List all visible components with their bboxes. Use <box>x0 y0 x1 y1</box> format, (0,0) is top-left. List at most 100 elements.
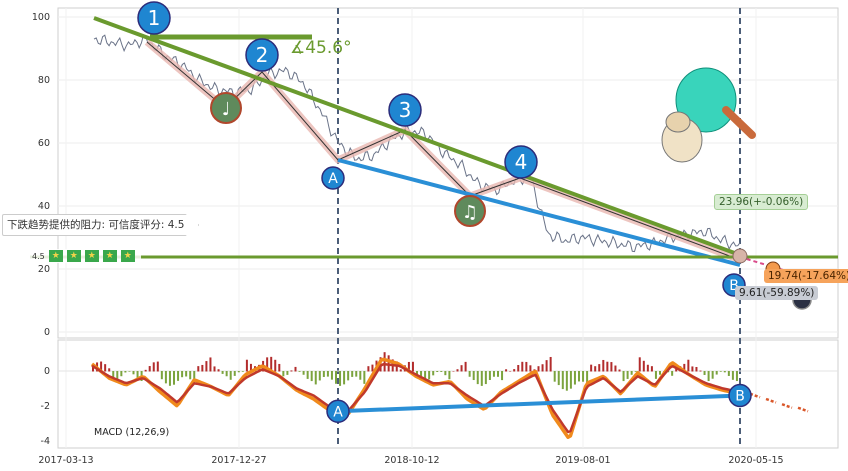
macd-histogram-bar <box>241 371 244 372</box>
x-tick-label: 2017-12-27 <box>211 455 266 466</box>
star-icon: ★ <box>48 250 63 262</box>
macd-histogram-bar <box>209 357 212 372</box>
macd-histogram-bar <box>148 366 151 372</box>
macd-histogram-bar <box>424 371 427 382</box>
macd-histogram-bar <box>436 371 439 373</box>
macd-histogram-bar <box>225 371 228 377</box>
macd-histogram-bar <box>136 371 139 379</box>
macd-title: MACD (12,26,9) <box>94 427 170 438</box>
macd-y-tick-label: 0 <box>44 366 50 377</box>
macd-histogram-bar <box>120 371 123 377</box>
macd-histogram-bar <box>683 363 686 372</box>
fan-icon <box>675 67 737 133</box>
macd-histogram-bar <box>659 371 661 375</box>
rating-value: 4.5 <box>32 251 45 261</box>
y-tick-label: 40 <box>38 201 50 212</box>
x-tick-label: 2019-08-01 <box>555 455 610 466</box>
macd-histogram-bar <box>302 371 305 375</box>
macd-histogram-bar <box>626 371 629 379</box>
macd-histogram-bar <box>497 371 499 377</box>
macd-histogram-bar <box>549 356 552 372</box>
macd-histogram-bar <box>480 371 483 386</box>
macd-histogram-bar <box>290 370 293 372</box>
macd-histogram-bar <box>545 360 548 372</box>
point-marker-label: B <box>729 278 739 294</box>
macd-histogram-bar <box>420 371 423 380</box>
macd-histogram-bar <box>460 365 463 372</box>
macd-histogram-bar <box>654 371 657 379</box>
macd-histogram-bar <box>565 371 568 391</box>
macd-histogram-bar <box>602 359 605 372</box>
macd-histogram-bar <box>723 371 726 373</box>
macd-histogram-bar <box>598 364 601 372</box>
macd-histogram-bar <box>695 366 698 372</box>
macd-histogram-bar <box>687 359 690 372</box>
macd-histogram-bar <box>306 371 309 379</box>
macd-histogram-bar <box>521 361 524 372</box>
macd-histogram-bar <box>517 365 520 372</box>
macd-histogram-bar <box>278 363 281 372</box>
macd-histogram-bar <box>407 361 410 372</box>
macd-histogram-bar <box>699 370 702 372</box>
macd-histogram-bar <box>618 369 621 372</box>
macd-histogram-bar <box>610 362 613 372</box>
macd-histogram-bar <box>529 365 532 372</box>
macd-histogram-bar <box>505 369 508 372</box>
macd-point-label: A <box>333 404 343 420</box>
macd-histogram-bar <box>355 371 358 377</box>
macd-histogram-bar <box>367 366 370 372</box>
dog-head <box>665 111 691 133</box>
macd-histogram-bar <box>266 357 269 372</box>
macd-histogram-bar <box>634 371 637 372</box>
wave-marker <box>388 93 422 127</box>
resistance-trendline <box>93 16 741 257</box>
macd-histogram-bar <box>144 369 147 372</box>
macd-histogram-bar <box>735 371 738 382</box>
macd-histogram-bar <box>330 371 333 380</box>
macd-histogram-bar <box>387 355 390 372</box>
macd-histogram-bar <box>590 364 593 372</box>
macd-histogram-bar <box>428 371 431 380</box>
y-tick-label: 80 <box>38 75 50 86</box>
y-tick-label: 0 <box>44 327 50 338</box>
macd-histogram-bar <box>711 371 714 379</box>
macd-histogram-bar <box>703 371 706 375</box>
macd-histogram-bar <box>112 371 115 381</box>
macd-histogram-bar <box>233 371 236 376</box>
macd-histogram-bar <box>582 371 585 382</box>
macd-histogram-bar <box>245 359 248 372</box>
wave-marker-label: 4 <box>515 150 528 174</box>
music-note-glyph: ♫ <box>462 202 478 223</box>
macd-histogram-bar <box>594 366 597 372</box>
macd-histogram-bar <box>363 371 366 384</box>
macd-point-marker <box>326 399 350 423</box>
macd-point-label: B <box>735 389 745 405</box>
fan-handle <box>722 106 756 139</box>
macd-histogram-bar <box>642 360 645 372</box>
macd-histogram-bar <box>100 361 103 372</box>
macd-histogram-bar <box>573 371 576 385</box>
macd-histogram-bar <box>630 371 633 375</box>
macd-histogram-bar <box>152 362 155 372</box>
macd-histogram-bar <box>484 371 487 385</box>
macd-histogram-bar <box>173 371 175 385</box>
macd-histogram-bar <box>541 364 544 372</box>
rating-stars: 4.5 ★ ★ ★ ★ ★ <box>28 249 141 263</box>
macd-histogram-bar <box>509 370 512 372</box>
macd-histogram-bar <box>638 357 641 372</box>
macd-histogram-bar <box>104 364 107 372</box>
macd-histogram-bar <box>719 371 722 372</box>
macd-histogram-bar <box>715 371 718 375</box>
macd-histogram-bar <box>249 363 252 372</box>
macd-histogram-bar <box>351 371 354 377</box>
support-trendline <box>337 158 741 267</box>
wave-marker <box>137 1 171 35</box>
macd-histogram-bar <box>731 371 734 380</box>
macd-histogram-bar <box>476 371 479 385</box>
star-icon: ★ <box>102 250 117 262</box>
macd-histogram-bar <box>371 364 374 372</box>
macd-histogram-bar <box>164 371 167 384</box>
macd-histogram-bar <box>339 371 342 386</box>
y-tick-label: 100 <box>32 12 50 23</box>
macd-dif-line <box>90 357 741 439</box>
